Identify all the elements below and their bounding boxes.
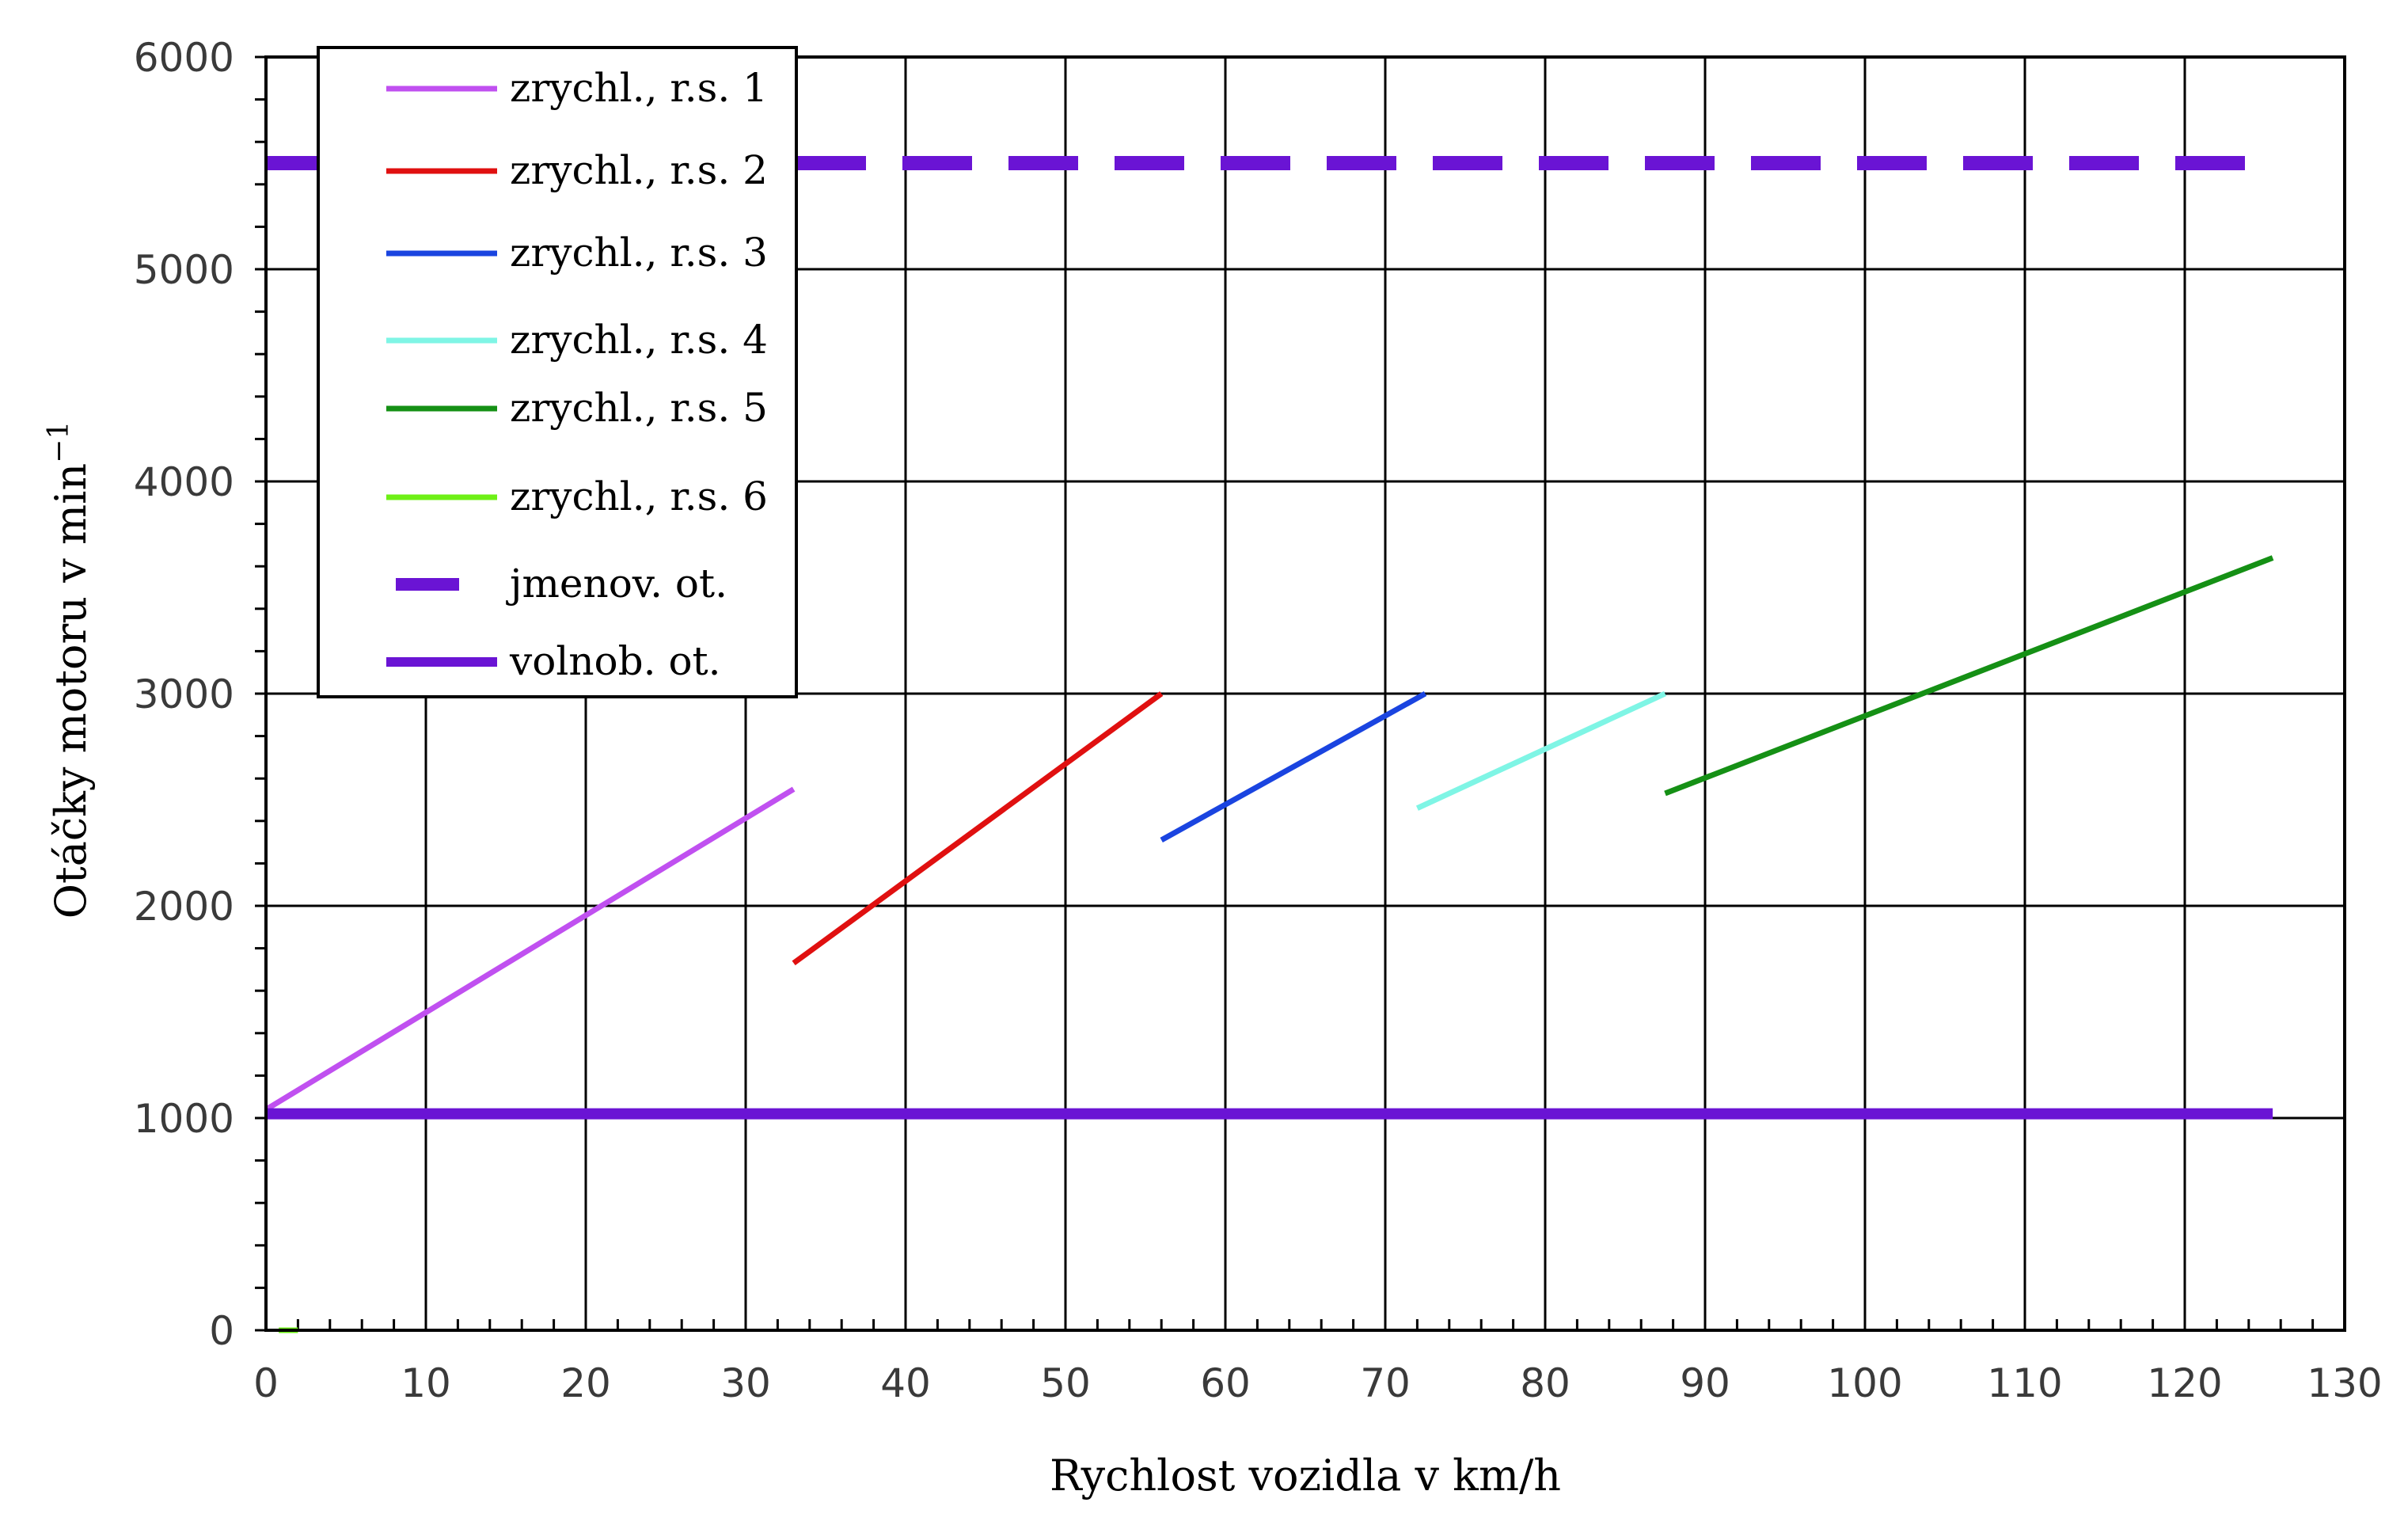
legend: zrychl., r.s. 1 zrychl., r.s. 2 zrychl., r… xyxy=(318,48,796,697)
y-tick-label: 4000 xyxy=(134,459,234,505)
y-axis-title: Otáčky motoru v min−1 xyxy=(43,421,96,919)
legend-label: zrychl., r.s. 3 xyxy=(510,230,768,276)
x-tick-label: 100 xyxy=(1827,1360,1902,1406)
series-line xyxy=(1665,557,2273,793)
x-tick-label: 0 xyxy=(253,1360,279,1406)
y-tick-label: 5000 xyxy=(134,247,234,293)
y-axis-title-text: Otáčky motoru v min xyxy=(46,463,96,919)
x-tick-label: 60 xyxy=(1200,1360,1251,1406)
y-tick-label: 6000 xyxy=(134,35,234,81)
x-tick-label: 50 xyxy=(1040,1360,1091,1406)
y-tick-label: 0 xyxy=(209,1308,234,1354)
legend-label: jmenov. ot. xyxy=(506,561,727,607)
x-tick-label: 70 xyxy=(1360,1360,1411,1406)
x-tick-label: 80 xyxy=(1520,1360,1571,1406)
legend-label: zrychl., r.s. 5 xyxy=(510,385,768,431)
legend-label: zrychl., r.s. 6 xyxy=(510,474,768,519)
y-axis-title-superscript: −1 xyxy=(43,421,75,463)
x-tick-label: 30 xyxy=(720,1360,771,1406)
legend-label: zrychl., r.s. 1 xyxy=(510,65,768,111)
y-tick-label: 3000 xyxy=(134,671,234,717)
series-line xyxy=(794,694,1162,963)
x-tick-label: 10 xyxy=(401,1360,451,1406)
x-axis-title: Rychlost vozidla v km/h xyxy=(1050,1451,1561,1500)
legend-label: zrychl., r.s. 4 xyxy=(510,317,768,363)
legend-label: zrychl., r.s. 2 xyxy=(510,147,768,193)
x-tick-label: 120 xyxy=(2147,1360,2222,1406)
x-tick-label: 130 xyxy=(2307,1360,2382,1406)
series-line xyxy=(1417,694,1665,808)
series-line xyxy=(266,789,794,1110)
y-tick-label: 2000 xyxy=(134,884,234,930)
y-tick-label: 1000 xyxy=(134,1096,234,1142)
x-tick-label: 40 xyxy=(880,1360,931,1406)
x-tick-label: 20 xyxy=(560,1360,611,1406)
legend-label: volnob. ot. xyxy=(509,638,721,684)
x-tick-label: 90 xyxy=(1680,1360,1730,1406)
x-tick-label: 110 xyxy=(1987,1360,2062,1406)
chart: 0 10 20 30 40 50 60 70 80 90 100 110 120 130 0 1000 2000… xyxy=(0,0,2408,1529)
